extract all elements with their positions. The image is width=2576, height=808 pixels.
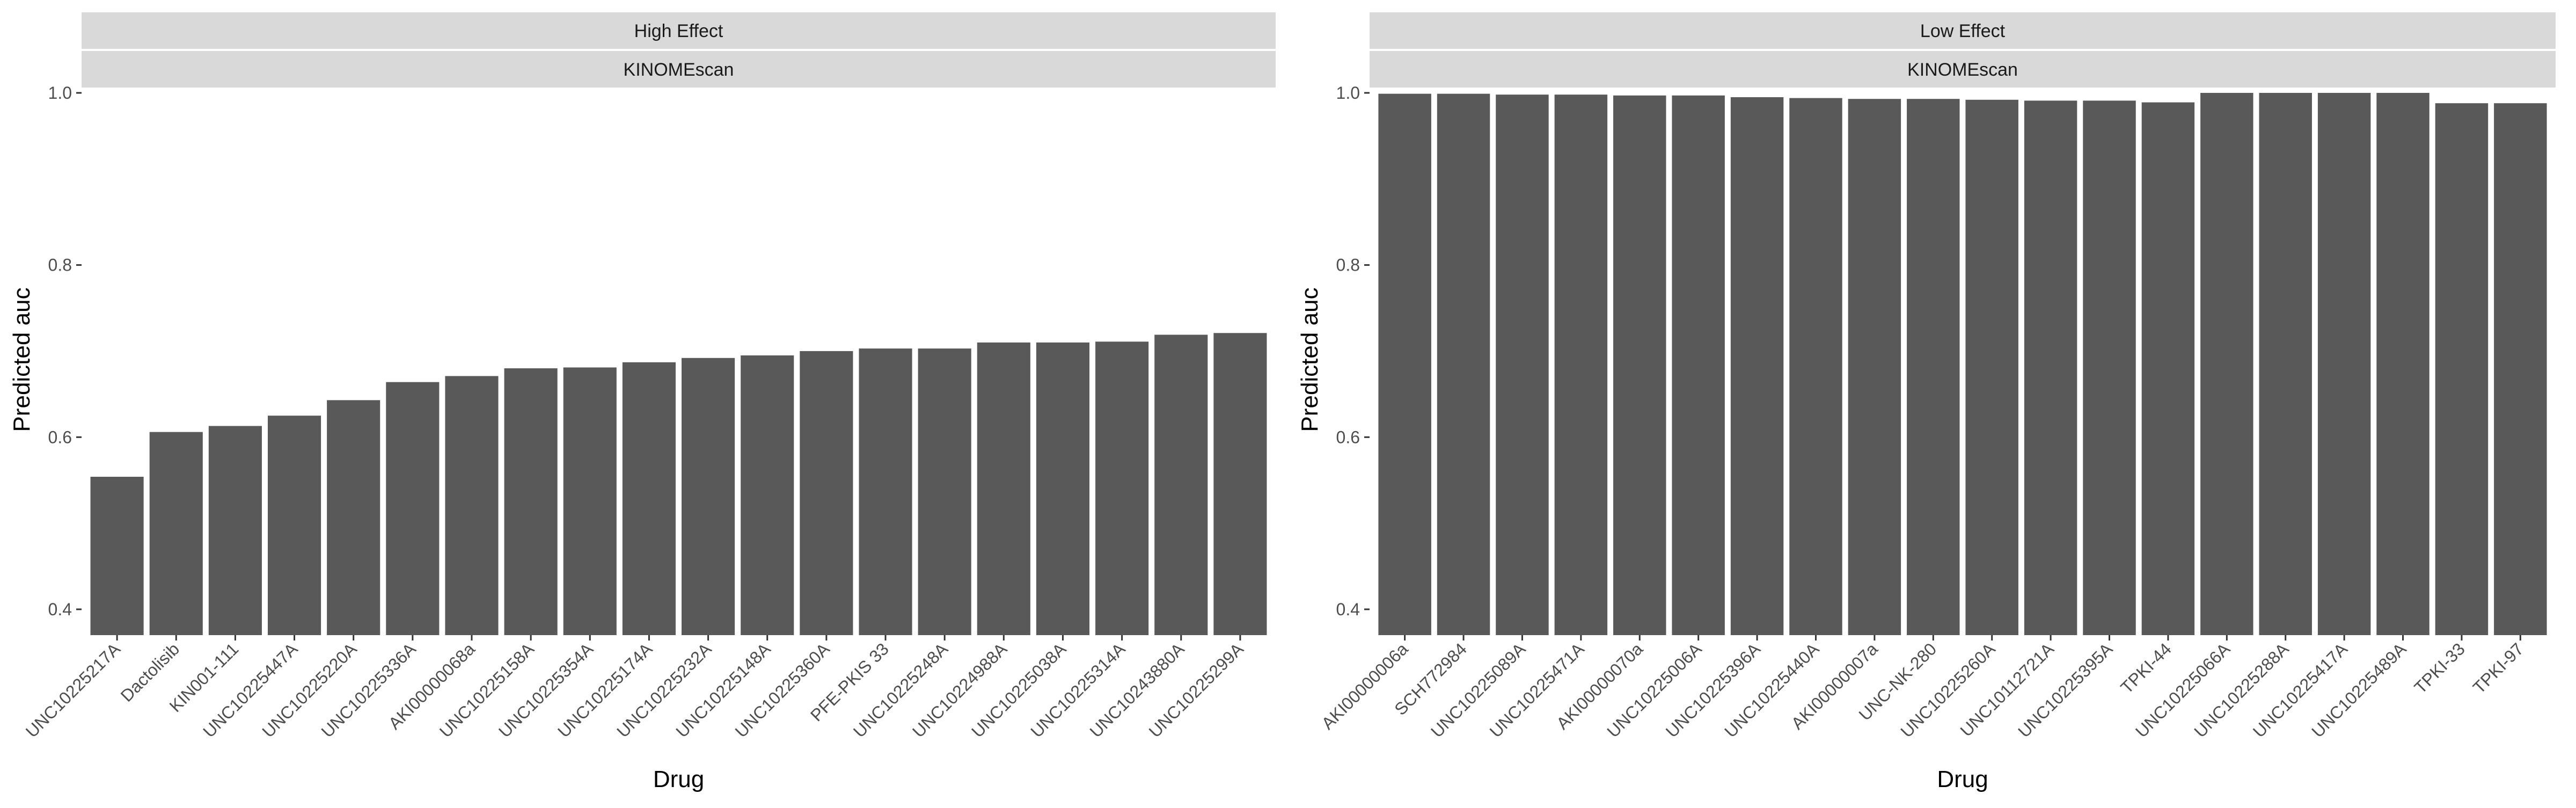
bar-unc10225440a [1789,98,1842,635]
bar-unc10225158a [504,368,558,635]
x-tick-label: TPKI-33 [2410,639,2468,697]
bar-unc10225299a [1213,333,1267,635]
panel-low-effect: Low Effect KINOMEscan Predicted auc Drug… [1297,12,2556,792]
x-tick-label: TPKI-97 [2469,639,2527,697]
bar-unc10225417a [2317,93,2371,635]
x-tick-label: UNC10225217A [22,639,125,741]
bar-unc10225232a [682,358,735,635]
bar-unc10225038a [1036,342,1090,635]
y-tick-label: 1.0 [1336,83,1360,103]
bar-unc10225174a [622,362,676,635]
bar-unc10224988a [977,342,1030,635]
bar-unc10225260a [1965,99,2018,635]
y-tick-label: 0.8 [1336,256,1360,275]
bar-unc10225148a [741,355,794,635]
bar-unc10225089a [1496,94,1549,635]
bar-unc10112721a [2024,100,2077,635]
panel-high-effect: High Effect KINOMEscan Predicted auc Dru… [9,12,1276,792]
strip-bottom-bg [82,51,1276,88]
y-tick-label: 0.4 [1336,600,1360,619]
bar-kin001-111 [208,426,262,635]
y-tick-label: 1.0 [48,83,72,103]
bar-unc10225220a [327,400,380,635]
strip-bottom-bg [1370,51,2556,88]
strip-top-label: High Effect [634,21,723,41]
strip-bottom-label: KINOMEscan [624,60,734,80]
y-tick-label: 0.6 [1336,427,1360,447]
bar-unc10225360a [800,351,853,635]
strip-top-label: Low Effect [1920,21,2006,41]
bar-aki00000006a [1378,93,1431,636]
bar-aki00000007a [1848,99,1901,636]
bar-sch772984 [1437,93,1490,636]
bars [90,333,1267,635]
y-tick-label: 0.4 [48,600,72,619]
bar-unc10225354a [563,367,617,635]
bar-unc10225248a [918,348,971,635]
bar-tpki-33 [2435,103,2489,636]
bar-tpki-97 [2494,103,2547,636]
y-tick-label: 0.8 [48,256,72,275]
bar-pfe-pkis-33 [859,348,912,635]
bar-unc10225314a [1095,341,1149,635]
bar-aki00000070a [1613,95,1666,635]
bar-unc10243880a [1154,334,1208,635]
bar-unc10225006a [1672,95,1725,635]
bar-unc10225396a [1730,97,1784,635]
bar-unc10225066a [2200,93,2253,635]
bars [1378,93,2547,636]
bar-unc-nk-280 [1907,99,1960,636]
y-axis-title: Predicted auc [1297,287,1323,432]
bar-unc10225336a [386,382,440,635]
x-axis-title: Drug [653,766,704,792]
x-tick-label: TPKI-44 [2117,639,2175,697]
x-axis-title: Drug [1937,766,1988,792]
bar-unc10225471a [1554,94,1608,635]
bar-tpki-44 [2141,102,2195,635]
strip-top-bg [1370,12,2556,49]
y-axis-title: Predicted auc [9,287,35,432]
strip-bottom-label: KINOMEscan [1907,60,2018,80]
x-tick-label: AKI00000006a [1318,639,1411,733]
bar-unc10225447a [267,416,321,635]
bar-unc10225395a [2083,100,2136,635]
strip-top-bg [82,12,1276,49]
bar-unc10225288a [2259,93,2312,635]
y-tick-label: 0.6 [48,427,72,447]
bar-unc10225217a [90,477,144,635]
bar-unc10225489a [2376,93,2429,635]
bar-aki00000068a [445,376,499,635]
bar-dactolisib [149,432,203,635]
